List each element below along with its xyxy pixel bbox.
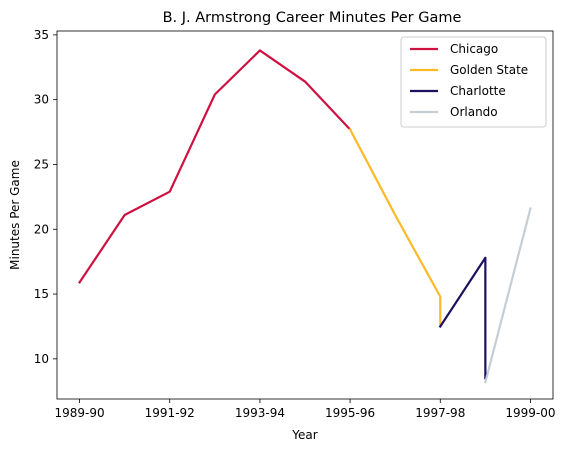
legend-label: Golden State: [450, 63, 528, 77]
x-tick-label: 1993-94: [235, 406, 285, 420]
y-tick-label: 35: [34, 28, 49, 42]
legend-label: Charlotte: [450, 84, 506, 98]
x-tick-label: 1995-96: [325, 406, 375, 420]
y-tick-label: 30: [34, 93, 49, 107]
x-axis-label: Year: [291, 428, 317, 442]
x-tick-label: 1999-00: [505, 406, 555, 420]
series-line-golden-state: [350, 129, 440, 326]
chart-title: B. J. Armstrong Career Minutes Per Game: [163, 10, 462, 26]
legend-label: Orlando: [450, 105, 498, 119]
x-tick-label: 1991-92: [145, 406, 195, 420]
y-tick-label: 15: [34, 287, 49, 301]
y-axis: 10 15 20 25 30 35: [34, 28, 57, 366]
x-axis: 1989-90 1991-92 1993-94 1995-96 1997-98 1999-…: [54, 399, 555, 420]
x-tick-label: 1997-98: [415, 406, 465, 420]
series-line-chicago: [80, 50, 351, 282]
series-line-orlando: [485, 209, 530, 383]
y-axis-label: Minutes Per Game: [8, 160, 22, 270]
x-tick-label: 1989-90: [54, 406, 104, 420]
legend-label: Chicago: [450, 42, 498, 56]
y-tick-label: 10: [34, 352, 49, 366]
y-tick-label: 20: [34, 222, 49, 236]
legend: Chicago Golden State Charlotte Orlando: [401, 37, 546, 127]
series-line-charlotte: [440, 258, 485, 379]
y-tick-label: 25: [34, 157, 49, 171]
